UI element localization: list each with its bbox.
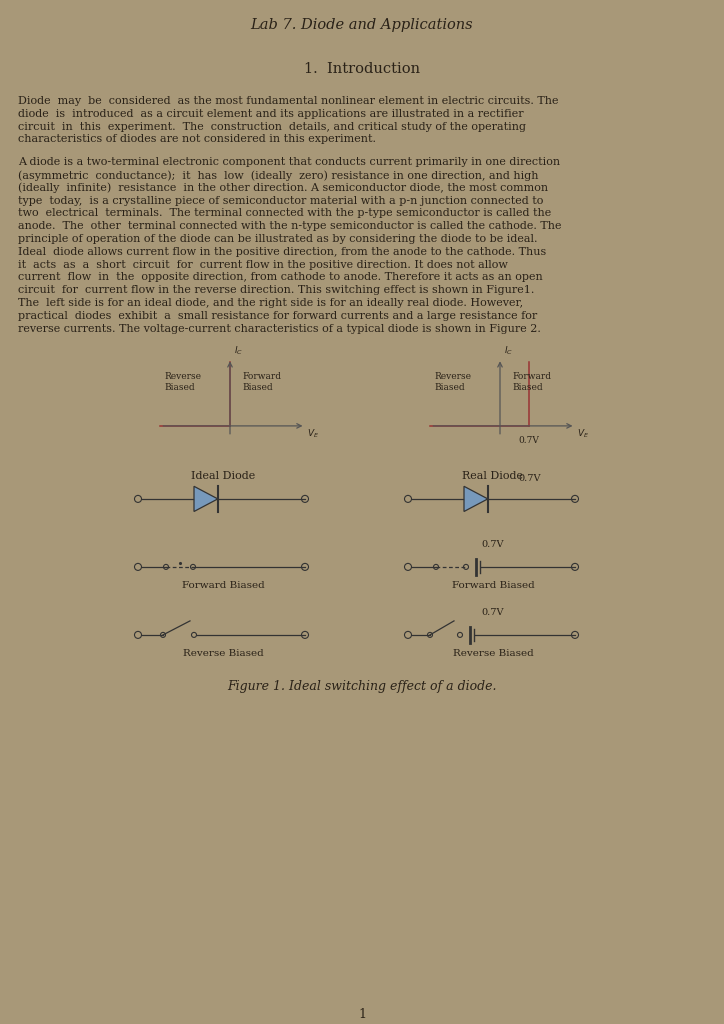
Text: $V_E$: $V_E$ [308,428,319,440]
Text: Forward
Biased: Forward Biased [512,373,551,392]
Text: Ideal Diode: Ideal Diode [191,471,255,481]
Text: 0.7V: 0.7V [481,540,504,549]
Text: 1: 1 [358,1008,366,1021]
Text: type  today,  is a crystalline piece of semiconductor material with a p-n juncti: type today, is a crystalline piece of se… [18,196,544,206]
Text: principle of operation of the diode can be illustrated as by considering the dio: principle of operation of the diode can … [18,234,537,244]
Text: 0.7V: 0.7V [519,474,542,483]
Text: (asymmetric  conductance);  it  has  low  (ideally  zero) resistance in one dire: (asymmetric conductance); it has low (id… [18,170,539,180]
Text: A diode is a two-terminal electronic component that conducts current primarily i: A diode is a two-terminal electronic com… [18,158,560,167]
Text: (ideally  infinite)  resistance  in the other direction. A semiconductor diode, : (ideally infinite) resistance in the oth… [18,183,548,194]
Text: $I_C$: $I_C$ [234,345,243,357]
Text: Figure 1. Ideal switching effect of a diode.: Figure 1. Ideal switching effect of a di… [227,680,497,693]
Text: $I_C$: $I_C$ [504,345,513,357]
Text: circuit  for  current flow in the reverse direction. This switching effect is sh: circuit for current flow in the reverse … [18,286,534,295]
Text: Reverse
Biased: Reverse Biased [434,373,471,392]
Text: two  electrical  terminals.  The terminal connected with the p-type semiconducto: two electrical terminals. The terminal c… [18,209,551,218]
Text: Reverse
Biased: Reverse Biased [164,373,201,392]
Text: Forward Biased: Forward Biased [452,581,534,590]
Text: $V_E$: $V_E$ [578,428,589,440]
Text: 1.  Introduction: 1. Introduction [304,62,420,76]
Text: Diode  may  be  considered  as the most fundamental nonlinear element in electri: Diode may be considered as the most fund… [18,96,558,106]
Text: Lab 7. Diode and Applications: Lab 7. Diode and Applications [251,18,473,32]
Polygon shape [194,486,218,512]
Text: practical  diodes  exhibit  a  small resistance for forward currents and a large: practical diodes exhibit a small resista… [18,311,537,321]
Text: it  acts  as  a  short  circuit  for  current flow in the positive direction. It: it acts as a short circuit for current f… [18,260,508,269]
Text: characteristics of diodes are not considered in this experiment.: characteristics of diodes are not consid… [18,134,376,144]
Text: reverse currents. The voltage-current characteristics of a typical diode is show: reverse currents. The voltage-current ch… [18,324,541,334]
Text: anode.  The  other  terminal connected with the n-type semiconductor is called t: anode. The other terminal connected with… [18,221,562,231]
Text: Ideal  diode allows current flow in the positive direction, from the anode to th: Ideal diode allows current flow in the p… [18,247,546,257]
Text: diode  is  introduced  as a circuit element and its applications are illustrated: diode is introduced as a circuit element… [18,109,523,119]
Text: circuit  in  this  experiment.  The  construction  details, and critical study o: circuit in this experiment. The construc… [18,122,526,132]
Text: Reverse Biased: Reverse Biased [452,649,534,657]
Text: Real Diode: Real Diode [463,471,523,481]
Text: The  left side is for an ideal diode, and the right side is for an ideally real : The left side is for an ideal diode, and… [18,298,523,308]
Polygon shape [464,486,488,512]
Text: Reverse Biased: Reverse Biased [182,649,264,657]
Text: 0.7V: 0.7V [481,608,504,616]
Text: current  flow  in  the  opposite direction, from cathode to anode. Therefore it : current flow in the opposite direction, … [18,272,543,283]
Text: 0.7V: 0.7V [518,436,539,444]
Text: Forward Biased: Forward Biased [182,581,264,590]
Text: Forward
Biased: Forward Biased [242,373,281,392]
